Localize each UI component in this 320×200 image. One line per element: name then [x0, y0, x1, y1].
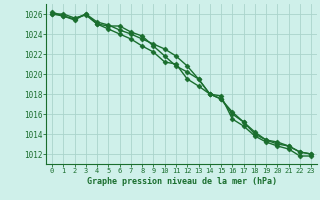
X-axis label: Graphe pression niveau de la mer (hPa): Graphe pression niveau de la mer (hPa) — [87, 177, 276, 186]
